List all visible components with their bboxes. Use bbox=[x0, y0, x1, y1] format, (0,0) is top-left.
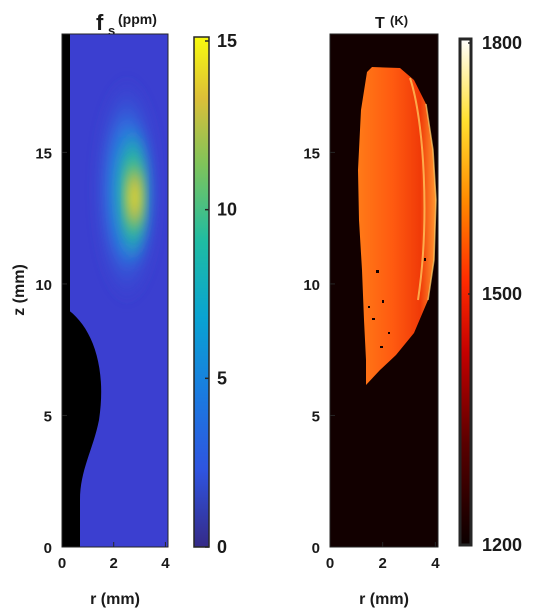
fs-nozzle-region bbox=[62, 306, 102, 547]
fs-xtick-label: 2 bbox=[110, 555, 118, 572]
temp-outer-rim bbox=[425, 103, 437, 301]
fs-ytick-label: 15 bbox=[35, 145, 52, 162]
temp-hot-edge bbox=[409, 77, 426, 301]
fs-xtick-label: 0 bbox=[58, 555, 66, 572]
fs-peak-core bbox=[126, 160, 144, 236]
temp-plot-frame bbox=[329, 33, 439, 548]
svg-text:f: f bbox=[96, 10, 104, 35]
fs-ylabel: z (mm) bbox=[11, 264, 28, 316]
temp-ytick-label: 15 bbox=[303, 145, 320, 162]
temp-colorbar-gradient bbox=[458, 37, 473, 547]
temp-ytick-label: 0 bbox=[312, 540, 320, 557]
temp-axes: 0 2 4 0 5 10 15 bbox=[303, 145, 440, 572]
fs-colorbar-tick-label: 10 bbox=[217, 200, 237, 220]
temp-colorbar-ticks: 1200 1500 1800 bbox=[468, 33, 522, 555]
svg-text:s: s bbox=[108, 23, 115, 38]
fs-colorbar-tick-label: 0 bbox=[217, 537, 227, 557]
fs-colorbar: 0 5 10 15 bbox=[193, 31, 237, 557]
temp-measured-region bbox=[358, 67, 436, 385]
temp-ytick-label: 10 bbox=[303, 277, 320, 294]
temp-ytick-label: 5 bbox=[312, 408, 320, 425]
temp-colorbar-tick-label: 1500 bbox=[482, 284, 522, 304]
fs-ytick-label: 10 bbox=[35, 277, 52, 294]
svg-text:T: T bbox=[375, 15, 385, 32]
temp-xtick-label: 2 bbox=[379, 555, 387, 572]
fs-xtick-label: 4 bbox=[161, 555, 170, 572]
temp-colorbar-tick-label: 1800 bbox=[482, 33, 522, 53]
svg-text:(ppm): (ppm) bbox=[118, 11, 157, 27]
fs-heatmap bbox=[62, 34, 168, 547]
fs-colorbar-tick-label: 5 bbox=[217, 368, 227, 388]
fs-panel: f s (ppm) 0 2 4 0 5 10 15 r (mm) z (mm) 0 5 10 15 bbox=[11, 10, 237, 608]
svg-text:(K): (K) bbox=[390, 13, 408, 28]
fs-title: f s (ppm) bbox=[96, 10, 157, 38]
fs-colorbar-ticks: 0 5 10 15 bbox=[205, 31, 237, 557]
temp-title: T (K) bbox=[375, 13, 408, 32]
temp-heatmap bbox=[330, 34, 438, 547]
temp-xlabel: r (mm) bbox=[359, 591, 409, 608]
temp-colorbar-tick-label: 1200 bbox=[482, 535, 522, 555]
temp-xtick-label: 4 bbox=[431, 555, 440, 572]
fs-colorbar-tick-label: 15 bbox=[217, 31, 237, 51]
fs-colorbar-gradient bbox=[193, 36, 210, 548]
temp-noise-speckles bbox=[368, 258, 426, 348]
temp-colorbar: 1200 1500 1800 bbox=[458, 33, 522, 555]
temp-xtick-label: 0 bbox=[326, 555, 334, 572]
fs-ytick-label: 5 bbox=[44, 408, 52, 425]
fs-plot-frame bbox=[61, 33, 169, 548]
fs-ytick-label: 0 bbox=[44, 540, 52, 557]
temp-panel: T (K) 0 2 4 0 5 10 15 r (mm) 1200 1500 1800 bbox=[303, 13, 522, 608]
fs-xlabel: r (mm) bbox=[90, 591, 140, 608]
fs-axes: 0 2 4 0 5 10 15 bbox=[35, 145, 170, 572]
